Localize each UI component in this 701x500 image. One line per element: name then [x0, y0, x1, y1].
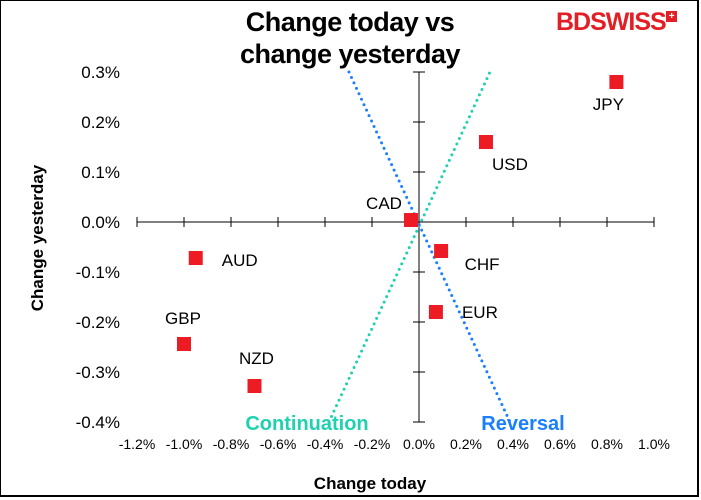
x-tick-label: 0.8% [591, 436, 623, 452]
title-line-1: Change today vs [245, 7, 455, 37]
x-axis-label: Change today [313, 474, 427, 493]
bdswiss-logo: BDSWISS + [556, 8, 677, 37]
point-label-gbp: GBP [165, 309, 201, 328]
x-tick-label: 0.0% [403, 436, 435, 452]
x-tick-label: 1.0% [638, 436, 670, 452]
x-tick-label: -0.6% [260, 436, 297, 452]
reversal-label: Reversal [481, 413, 564, 435]
point-label-eur: EUR [462, 303, 498, 322]
y-tick-label: -0.1% [76, 263, 120, 282]
y-tick-label: -0.3% [76, 363, 120, 382]
y-tick-label: 0.0% [81, 213, 120, 232]
x-tick-label: 0.4% [497, 436, 529, 452]
continuation-line [327, 70, 492, 424]
continuation-label: Continuation [245, 413, 368, 435]
x-tick-label: -0.4% [307, 436, 344, 452]
chart-title: Change today vs change yesterday [200, 6, 500, 70]
point-label-cad: CAD [366, 194, 402, 213]
point-label-nzd: NZD [239, 349, 274, 368]
x-tick-label: 0.6% [544, 436, 576, 452]
data-point-jpy [609, 75, 624, 89]
data-point-gbp [177, 337, 191, 351]
point-label-jpy: JPY [593, 95, 624, 114]
data-point-chf [434, 244, 449, 258]
point-label-chf: CHF [465, 255, 500, 274]
x-tick-label: -0.8% [213, 436, 250, 452]
data-point-usd [478, 135, 493, 149]
logo-text: BDSWISS [556, 8, 667, 36]
swiss-cross-icon: + [665, 11, 677, 22]
y-tick-label: 0.3% [81, 63, 120, 82]
y-tick-label: 0.2% [81, 113, 120, 132]
data-point-nzd [247, 379, 262, 393]
y-tick-label: 0.1% [81, 163, 120, 182]
x-tick-label: -1.2% [119, 436, 156, 452]
point-label-aud: AUD [222, 251, 258, 270]
data-point-eur [428, 305, 443, 319]
y-tick-label: -0.4% [76, 413, 120, 432]
reversal-line [347, 70, 512, 424]
x-tick-label: -0.2% [354, 436, 391, 452]
point-label-usd: USD [492, 155, 528, 174]
y-tick-label: -0.2% [76, 313, 120, 332]
x-tick-label: -1.0% [166, 436, 203, 452]
data-point-cad [404, 213, 419, 227]
x-tick-label: 0.2% [450, 436, 482, 452]
data-point-aud [188, 251, 203, 265]
title-line-2: change yesterday [239, 39, 461, 69]
